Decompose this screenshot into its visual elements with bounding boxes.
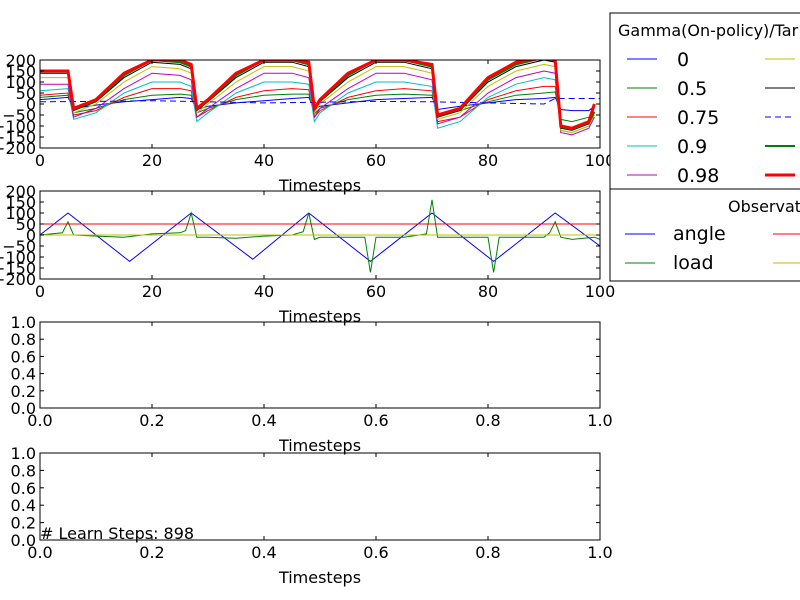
x-tick-label: 20 xyxy=(142,151,162,170)
axes-frame xyxy=(39,321,601,409)
x-tick-label: 40 xyxy=(254,282,274,301)
legend-label: 0.5 xyxy=(677,78,707,100)
x-tick-label: 0.0 xyxy=(27,411,52,430)
y-tick-label: 0.0 xyxy=(11,399,36,418)
y-tick-label: −200 xyxy=(0,270,36,289)
x-axis-label: Timesteps xyxy=(278,436,361,455)
legend-gamma: Gamma(On-policy)/Tar 0 0.5 0.75 0.9 0.98 xyxy=(609,12,800,190)
legend-frame xyxy=(609,12,800,190)
x-axis-label: Timesteps xyxy=(278,568,361,587)
series-line-0.98 xyxy=(40,70,595,136)
x-tick-label: 0.6 xyxy=(363,543,388,562)
chart-4: 0.0 0.2 0.4 0.6 0.8 1.01.00.80.60.40.20.0Time… xyxy=(11,444,613,587)
y-tick-label: 0.2 xyxy=(11,514,36,533)
y-tick-label: 100 xyxy=(5,204,36,223)
x-axis-label: Timesteps xyxy=(278,307,361,326)
axes-frame xyxy=(39,452,601,541)
x-tick-label: 1.0 xyxy=(587,543,612,562)
x-tick-label: 100 xyxy=(585,151,616,170)
y-tick-label: 0.4 xyxy=(11,496,36,515)
y-tick-label: −100 xyxy=(0,248,36,267)
y-tick-label: 0.2 xyxy=(11,382,36,401)
plot-area xyxy=(40,60,600,136)
x-tick-label: 0.4 xyxy=(251,411,276,430)
x-tick-label: 1.0 xyxy=(587,411,612,430)
x-tick-label: 80 xyxy=(478,282,498,301)
y-tick-label: 200 xyxy=(5,182,36,201)
series-line-8 xyxy=(40,98,600,105)
chart-3: 0.0 0.2 0.4 0.6 0.8 1.01.00.80.60.40.20.0Time… xyxy=(11,313,613,455)
y-tick-label: 50 xyxy=(16,84,36,103)
x-tick-label: 0.2 xyxy=(139,543,164,562)
series-line-6 xyxy=(40,63,595,134)
series-line-7 xyxy=(40,60,595,131)
x-tick-label: 0.4 xyxy=(251,543,276,562)
y-tick-label: −100 xyxy=(0,117,36,136)
legend-label: 0.75 xyxy=(677,107,719,129)
y-tick-label: 0.4 xyxy=(11,365,36,384)
y-tick-label: 100 xyxy=(5,73,36,92)
y-tick-label: 150 xyxy=(5,193,36,212)
x-tick-label: 40 xyxy=(254,151,274,170)
legend-title: Gamma(On-policy)/Tar xyxy=(618,21,799,40)
legend-label: angle xyxy=(673,223,726,245)
y-tick-label: −200 xyxy=(0,139,36,158)
legend-label: 0 xyxy=(677,49,689,71)
x-axis-label: Timesteps xyxy=(278,176,361,195)
series-line-0.9 xyxy=(40,77,595,134)
x-tick-label: 0.6 xyxy=(363,411,388,430)
legend-label: load xyxy=(673,252,714,274)
x-tick-label: 0.2 xyxy=(139,411,164,430)
x-tick-label: 80 xyxy=(478,151,498,170)
series-line-0.75 xyxy=(40,85,595,129)
x-tick-label: 0.8 xyxy=(475,411,500,430)
series-line-load xyxy=(40,199,600,273)
legend-title: Observat xyxy=(728,197,800,216)
chart-1: 020406080100200150100500−50−100−150−200T… xyxy=(0,51,615,195)
y-tick-label: 0.0 xyxy=(11,531,36,550)
y-tick-label: 1.0 xyxy=(11,444,36,463)
annotation-learn-steps: # Learn Steps: 898 xyxy=(40,524,194,543)
x-tick-label: 60 xyxy=(366,151,386,170)
x-tick-label: 0.8 xyxy=(475,543,500,562)
x-tick-label: 0 xyxy=(35,282,45,301)
y-tick-label: 0.6 xyxy=(11,347,36,366)
y-tick-label: 50 xyxy=(16,215,36,234)
y-tick-label: 0.6 xyxy=(11,479,36,498)
plot-area xyxy=(40,199,600,273)
y-tick-label: 0.8 xyxy=(11,461,36,480)
y-tick-label: 200 xyxy=(5,51,36,70)
y-tick-label: 150 xyxy=(5,62,36,81)
legend-label: 0.9 xyxy=(677,136,707,158)
y-tick-label: −150 xyxy=(0,128,36,147)
x-tick-label: 0.0 xyxy=(27,543,52,562)
y-tick-label: −50 xyxy=(2,237,36,256)
legend-label: 0.98 xyxy=(677,165,719,187)
y-tick-label: −50 xyxy=(2,106,36,125)
y-tick-label: 0.8 xyxy=(11,330,36,349)
series-line-0.5 xyxy=(40,91,595,123)
x-tick-label: 60 xyxy=(366,282,386,301)
y-tick-label: 0 xyxy=(26,226,36,245)
chart-2: 020406080100200150100500−50−100−150−200T… xyxy=(0,182,615,326)
legend-frame xyxy=(609,188,800,282)
x-tick-label: 20 xyxy=(142,282,162,301)
y-tick-label: −150 xyxy=(0,259,36,278)
x-tick-label: 100 xyxy=(585,282,616,301)
y-tick-label: 0 xyxy=(26,95,36,114)
series-line-10 xyxy=(40,60,596,130)
x-tick-label: 0 xyxy=(35,151,45,170)
y-tick-label: 1.0 xyxy=(11,313,36,332)
